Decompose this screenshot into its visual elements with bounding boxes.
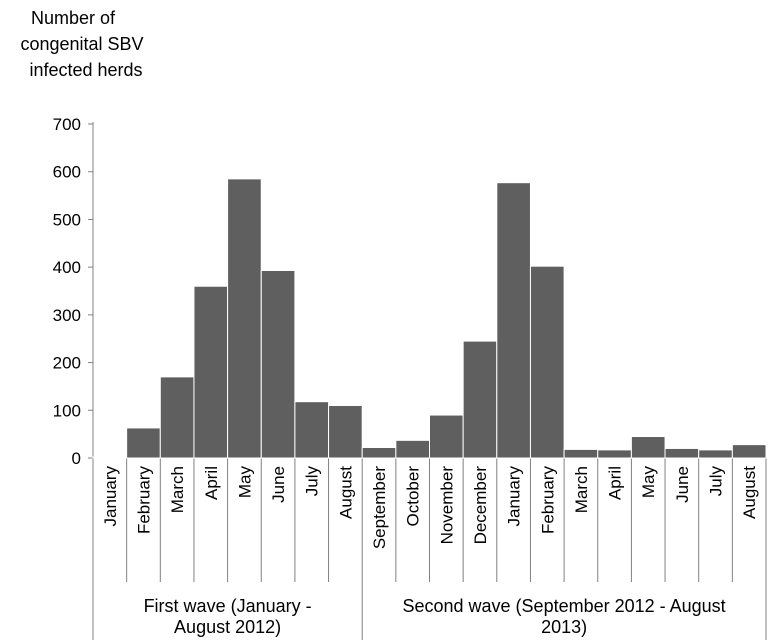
y-tick-labels: 0 100 200 300 400 500 600 700 <box>53 115 81 468</box>
group-label-line: August 2012) <box>174 617 281 637</box>
x-category-label: April <box>606 466 625 500</box>
y-tick-label: 600 <box>53 163 81 182</box>
x-category-label: June <box>673 466 692 503</box>
y-tick-label: 400 <box>53 258 81 277</box>
bar <box>597 449 632 459</box>
x-category-label: November <box>437 466 456 545</box>
bar <box>227 178 262 459</box>
bar <box>92 456 128 459</box>
bar <box>395 439 431 459</box>
bar <box>429 414 464 459</box>
x-category-label: May <box>235 466 254 499</box>
bar <box>328 405 363 459</box>
bar <box>462 340 498 459</box>
x-category-label: August <box>740 466 759 519</box>
x-category-label: June <box>269 466 288 503</box>
x-category-label: March <box>572 466 591 513</box>
group-label-line: Second wave (September 2012 - August <box>402 596 725 616</box>
x-category-label: July <box>303 466 322 497</box>
y-tick-label: 0 <box>72 449 81 468</box>
bar <box>260 269 296 459</box>
bar <box>159 376 195 459</box>
y-tick-label: 100 <box>53 401 81 420</box>
x-category-label: December <box>471 466 490 545</box>
y-axis-title: Number of congenital SBV infected herds <box>20 8 143 80</box>
bar <box>731 444 767 459</box>
x-category-label: July <box>707 466 726 497</box>
y-tick-label: 300 <box>53 306 81 325</box>
bars <box>92 178 767 459</box>
bar <box>664 447 700 459</box>
x-category-label: February <box>134 466 153 535</box>
x-category-label: March <box>168 466 187 513</box>
bar <box>361 447 397 459</box>
bar <box>294 401 330 459</box>
group-label-line: First wave (January - <box>144 596 312 616</box>
bar <box>630 436 666 459</box>
y-tick-label: 200 <box>53 354 81 373</box>
x-category-label: May <box>639 466 658 499</box>
bar <box>496 182 531 459</box>
y-axis-title-line: congenital SBV <box>20 34 143 54</box>
bar <box>563 448 599 459</box>
group-label-line: 2013) <box>541 617 587 637</box>
x-category-label: October <box>404 466 423 527</box>
bar <box>126 427 161 459</box>
y-axis-title-line: infected herds <box>29 60 142 80</box>
x-category-label: January <box>101 466 120 527</box>
x-category-label: January <box>505 466 524 527</box>
bar <box>193 285 229 459</box>
x-category-label: April <box>202 466 221 500</box>
group-labels: First wave (January -August 2012) Second … <box>144 596 726 637</box>
bar <box>529 265 565 459</box>
x-category-label: February <box>538 466 557 535</box>
y-tick-label: 700 <box>53 115 81 134</box>
y-tick-label: 500 <box>53 210 81 229</box>
x-category-labels: January February March April May June July Augu… <box>101 466 759 550</box>
y-axis-title-line: Number of <box>31 8 116 28</box>
x-category-label: September <box>370 466 389 549</box>
axes <box>88 122 767 640</box>
x-category-label: August <box>336 466 355 519</box>
bar <box>698 449 733 459</box>
